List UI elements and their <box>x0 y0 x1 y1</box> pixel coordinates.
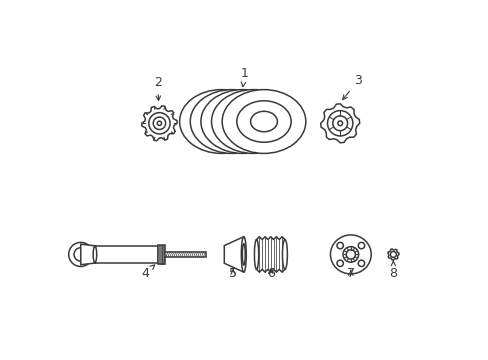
Ellipse shape <box>282 239 287 269</box>
Ellipse shape <box>242 244 244 265</box>
Circle shape <box>332 116 347 131</box>
Circle shape <box>327 111 352 136</box>
Polygon shape <box>81 244 96 265</box>
Text: 1: 1 <box>240 67 248 87</box>
Ellipse shape <box>211 90 295 153</box>
Ellipse shape <box>241 237 246 272</box>
Circle shape <box>336 242 343 249</box>
Ellipse shape <box>254 239 258 269</box>
Circle shape <box>157 121 161 125</box>
Circle shape <box>337 121 342 126</box>
Ellipse shape <box>194 101 248 142</box>
Ellipse shape <box>179 90 263 153</box>
Text: 3: 3 <box>342 74 361 100</box>
Text: 4: 4 <box>141 265 154 280</box>
Circle shape <box>389 252 395 257</box>
Polygon shape <box>142 106 177 141</box>
Ellipse shape <box>190 90 273 153</box>
Ellipse shape <box>93 246 97 262</box>
Text: 5: 5 <box>229 267 237 280</box>
Ellipse shape <box>250 111 277 132</box>
Ellipse shape <box>229 111 256 132</box>
Circle shape <box>336 260 343 266</box>
Polygon shape <box>387 249 398 260</box>
Ellipse shape <box>201 90 284 153</box>
Circle shape <box>74 248 87 261</box>
Circle shape <box>153 117 165 130</box>
Text: 2: 2 <box>153 76 161 100</box>
Ellipse shape <box>240 111 266 132</box>
Circle shape <box>343 247 358 262</box>
Ellipse shape <box>208 111 234 132</box>
Ellipse shape <box>226 101 280 142</box>
Polygon shape <box>320 104 359 143</box>
Polygon shape <box>165 252 205 257</box>
Ellipse shape <box>218 111 245 132</box>
Circle shape <box>358 260 364 266</box>
Circle shape <box>346 250 355 259</box>
Ellipse shape <box>330 235 370 274</box>
Ellipse shape <box>222 90 305 153</box>
Circle shape <box>68 242 93 266</box>
Ellipse shape <box>215 101 269 142</box>
Polygon shape <box>224 237 244 272</box>
Text: 6: 6 <box>266 267 274 280</box>
Text: 8: 8 <box>388 261 397 280</box>
Polygon shape <box>158 245 165 264</box>
Polygon shape <box>95 246 158 262</box>
Ellipse shape <box>204 101 259 142</box>
Ellipse shape <box>236 101 290 142</box>
Circle shape <box>148 113 170 134</box>
Circle shape <box>358 242 364 249</box>
Text: 7: 7 <box>346 267 354 280</box>
